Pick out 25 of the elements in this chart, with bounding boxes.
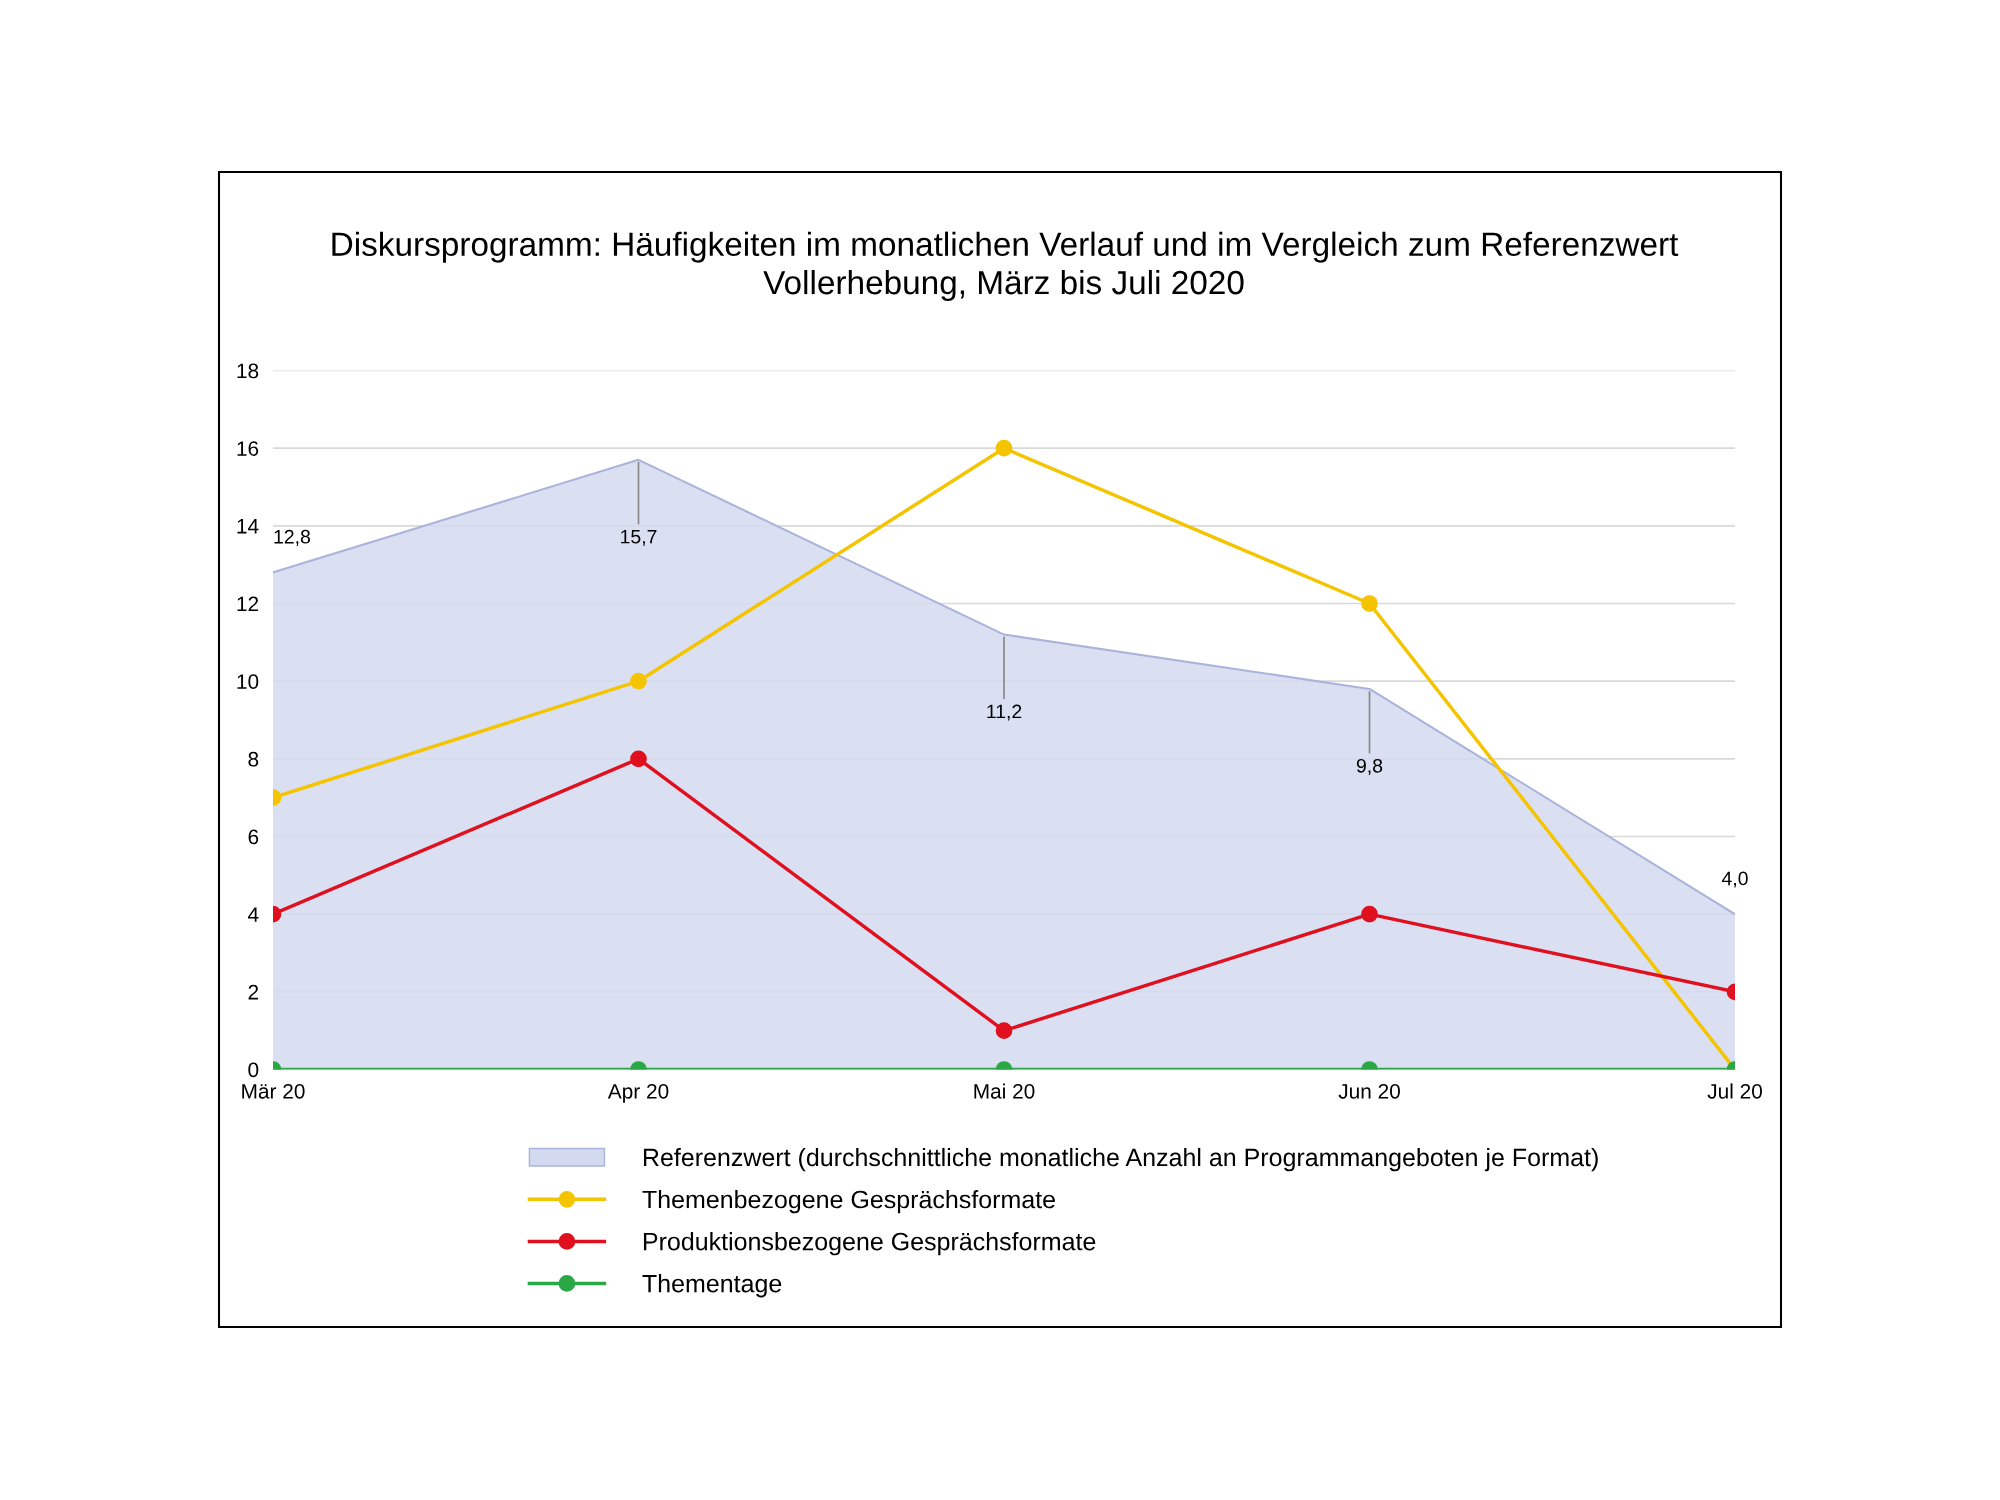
y-tick-label: 12 (237, 596, 259, 612)
x-tick-label: Apr 20 (607, 1083, 669, 1103)
y-tick-label: 18 (237, 363, 259, 379)
data-label: 4,0 (1721, 871, 1748, 888)
data-label: 9,8 (1356, 758, 1383, 775)
legend-label: Referenzwert (durchschnittliche monatliche Anzahl an Programmangeboten je Format) (643, 1147, 1598, 1172)
y-tick-label: 6 (248, 829, 259, 845)
data-label: 15,7 (621, 529, 657, 546)
y-tick-label: 0 (248, 1062, 259, 1078)
x-tick-label: Jun 20 (1338, 1083, 1400, 1099)
legend-label: Produktionsbezogene Gesprächsformate (643, 1232, 1096, 1256)
chart-title: Diskursprogramm: Häufigkeiten im monatlichen Verlauf und im Vergleich zum Referenzwert Vollerhebung, März bis Juli 2020 (332, 231, 1679, 302)
data-label: 11,2 (987, 704, 1022, 721)
y-tick-label: 16 (237, 441, 259, 456)
y-tick-label: 8 (248, 751, 259, 767)
data-label: 12,8 (274, 529, 310, 546)
y-tick-label: 10 (237, 674, 259, 689)
y-tick-label: 4 (248, 907, 259, 922)
legend-label: Themenbezogene Gesprächsformate (642, 1189, 1055, 1214)
x-tick-label: Mär 20 (242, 1083, 305, 1099)
y-tick-label: 2 (248, 984, 259, 1000)
y-tick-label: 14 (237, 519, 259, 534)
legend-label: Thementage (642, 1274, 782, 1298)
x-tick-label: Mai 20 (974, 1083, 1035, 1099)
x-tick-label: Jul 20 (1707, 1083, 1762, 1099)
